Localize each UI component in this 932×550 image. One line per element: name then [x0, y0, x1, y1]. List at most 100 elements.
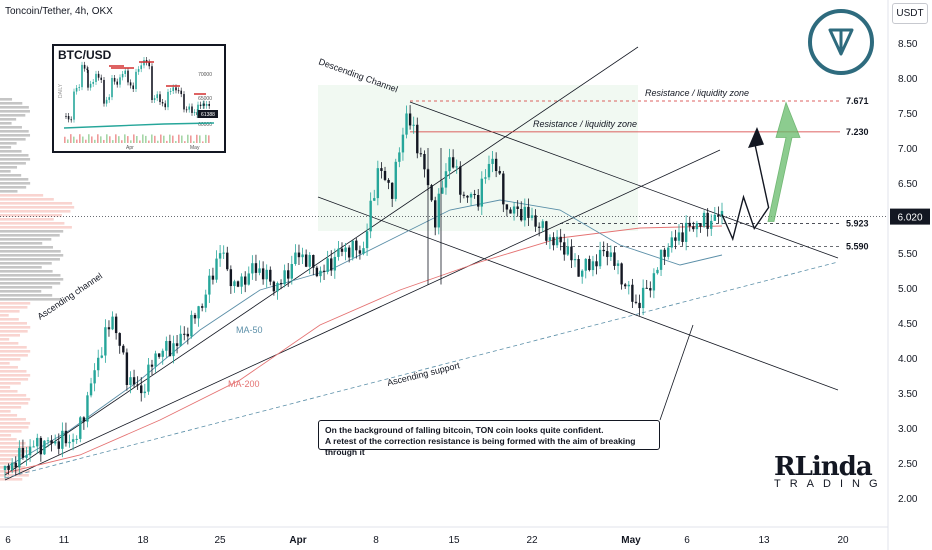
- ascending-support: [4, 261, 839, 479]
- time-tick-label: 11: [59, 535, 70, 546]
- volume-profile-bar: [0, 302, 31, 305]
- candle-body: [455, 166, 458, 168]
- inset-candle-body: [132, 85, 134, 90]
- candle-body: [380, 168, 383, 171]
- candle-body: [308, 255, 311, 267]
- candle-body: [172, 343, 175, 357]
- volume-profile-bar: [0, 158, 31, 161]
- time-tick-label: 15: [448, 535, 460, 546]
- inset-candle-body: [203, 103, 205, 106]
- volume-profile-bar: [0, 286, 53, 289]
- inset-volume-bar: [148, 140, 150, 143]
- candle-body: [150, 364, 154, 367]
- currency-unit-badge[interactable]: USDT: [892, 3, 928, 24]
- candle-body: [505, 204, 509, 210]
- inset-candle-body: [116, 81, 118, 85]
- candle-body: [240, 276, 243, 287]
- candle-body: [218, 253, 222, 259]
- candle-body: [82, 417, 86, 422]
- inset-x-label: May: [190, 145, 200, 151]
- inset-volume-bar: [163, 135, 165, 143]
- current-price-label: 6.020: [897, 213, 922, 224]
- volume-profile-bar: [0, 402, 29, 405]
- candle-body: [290, 264, 293, 279]
- candle-body: [584, 258, 587, 271]
- time-tick-label: 25: [214, 535, 226, 546]
- volume-profile-bar: [0, 334, 20, 337]
- inset-volume-bar: [127, 136, 129, 143]
- candle-body: [315, 267, 319, 277]
- volume-profile-bar: [0, 442, 26, 445]
- candle-body: [100, 355, 103, 358]
- volume-profile-bar: [0, 470, 30, 473]
- candle-body: [419, 153, 423, 155]
- candle-body: [68, 441, 71, 444]
- inset-candle-body: [129, 82, 132, 86]
- candle-body: [670, 237, 674, 248]
- volume-profile-bar: [0, 250, 61, 253]
- inset-candle-body: [148, 62, 150, 67]
- volume-profile-bar: [0, 114, 26, 117]
- time-tick-label: 6: [5, 535, 11, 546]
- candle-body: [276, 282, 279, 292]
- inset-candle-body: [108, 97, 110, 100]
- inset-candle-body: [119, 77, 121, 85]
- inset-volume-bar: [103, 139, 105, 143]
- volume-profile-bar: [0, 182, 31, 185]
- candle-body: [197, 306, 200, 319]
- ma200-label: MA-200: [228, 379, 260, 389]
- note-line-2: A retest of the correction resistance is…: [325, 436, 636, 457]
- volume-profile-bar: [0, 194, 44, 197]
- price-tick-label: 7.50: [898, 109, 918, 120]
- price-tick-label: 2.50: [898, 459, 918, 470]
- candle-body: [254, 263, 258, 273]
- candle-body: [469, 193, 473, 198]
- inset-tick-label: 70000: [198, 72, 212, 78]
- candle-body: [125, 352, 129, 385]
- volume-profile-bar: [0, 330, 28, 333]
- candle-body: [387, 179, 390, 183]
- volume-profile-bar: [0, 374, 31, 377]
- time-tick-label: 8: [373, 535, 379, 546]
- volume-profile-bar: [0, 134, 31, 137]
- volume-profile-bar: [0, 206, 75, 209]
- price-tick-label: 3.50: [898, 389, 918, 400]
- candle-body: [351, 240, 354, 258]
- volume-profile-bar: [0, 394, 27, 397]
- inset-candle-body: [111, 77, 113, 98]
- candle-body: [200, 306, 204, 308]
- candle-body: [337, 248, 340, 257]
- inset-volume-bar: [154, 135, 156, 143]
- candle-body: [376, 168, 380, 199]
- volume-profile-bar: [0, 126, 22, 129]
- candle-body: [215, 258, 218, 280]
- time-tick-label: May: [621, 535, 641, 546]
- inset-candle-body: [113, 77, 116, 82]
- candle-body: [236, 281, 240, 287]
- inset-volume-bar: [202, 141, 204, 143]
- candle-body: [706, 212, 709, 229]
- inset-volume-bar: [136, 135, 138, 143]
- inset-volume-bar: [130, 140, 132, 143]
- candle-body: [304, 254, 308, 267]
- volume-profile-bar: [0, 410, 11, 413]
- candle-body: [545, 221, 548, 241]
- candle-body: [516, 206, 519, 209]
- time-tick-label: 20: [837, 535, 849, 546]
- candle-body: [520, 208, 523, 221]
- candle-body: [412, 124, 415, 126]
- resistance-upper-label: Resistance / liquidity zone: [645, 88, 749, 98]
- descending-channel-upper: [409, 101, 839, 259]
- inset-last-price-badge: [198, 110, 218, 118]
- inset-candle-body: [86, 68, 88, 70]
- inset-candle-body: [67, 116, 70, 120]
- candle-body: [39, 437, 43, 455]
- candle-body: [18, 447, 21, 468]
- inset-volume-bar: [109, 136, 111, 143]
- candle-body: [269, 269, 272, 282]
- level-label: 5.923: [846, 218, 869, 228]
- candle-body: [720, 210, 724, 217]
- volume-profile-bar: [0, 450, 29, 453]
- inset-volume-bar: [139, 140, 141, 143]
